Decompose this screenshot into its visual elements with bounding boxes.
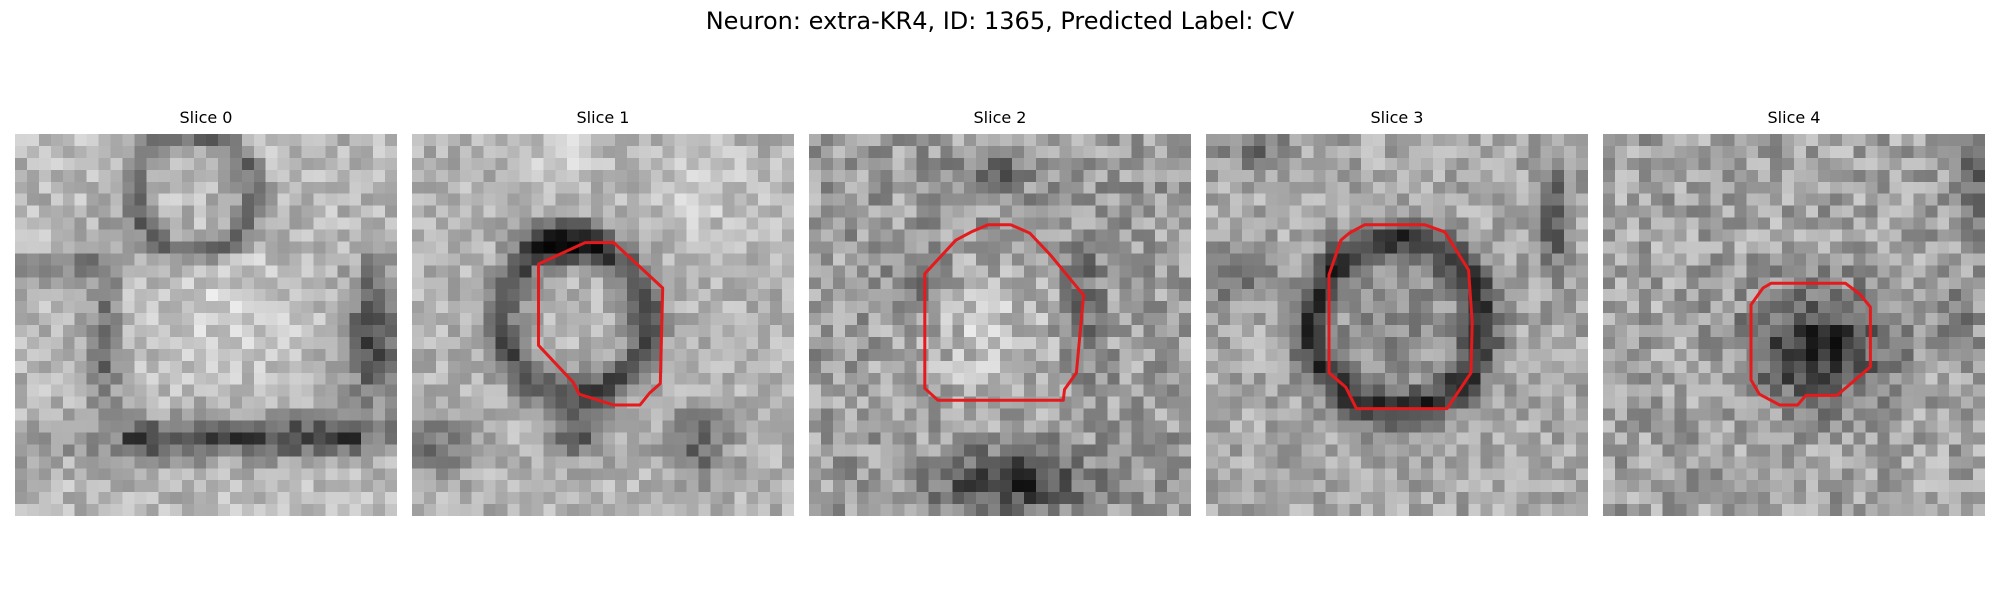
slice-panel-3: Slice 3 — [1206, 108, 1588, 520]
slice-title: Slice 4 — [1767, 108, 1821, 127]
slice-panel-2: Slice 2 — [809, 108, 1191, 520]
slice-panel-4: Slice 4 — [1603, 108, 1985, 520]
slice-panel-1: Slice 1 — [412, 108, 794, 520]
slice-title: Slice 2 — [973, 108, 1027, 127]
slice-title: Slice 1 — [576, 108, 630, 127]
slice-panel-0: Slice 0 — [15, 108, 397, 520]
slice-pixels — [1206, 134, 1588, 516]
segmentation-contour — [923, 223, 1086, 402]
figure-title: Neuron: extra-KR4, ID: 1365, Predicted L… — [705, 7, 1295, 35]
segmentation-contour — [1327, 223, 1474, 411]
slice-image — [1206, 134, 1588, 516]
slice-pixels — [412, 134, 794, 516]
slice-image — [15, 134, 397, 516]
slice-title: Slice 0 — [179, 108, 233, 127]
slice-title: Slice 3 — [1370, 108, 1424, 127]
slice-pixels — [15, 134, 397, 516]
slice-image — [809, 134, 1191, 516]
segmentation-contour — [1749, 281, 1872, 407]
slice-image — [1603, 134, 1985, 516]
slice-pixels — [1603, 134, 1985, 516]
slice-image — [412, 134, 794, 516]
slice-pixels — [809, 134, 1191, 516]
segmentation-contour — [537, 241, 665, 407]
